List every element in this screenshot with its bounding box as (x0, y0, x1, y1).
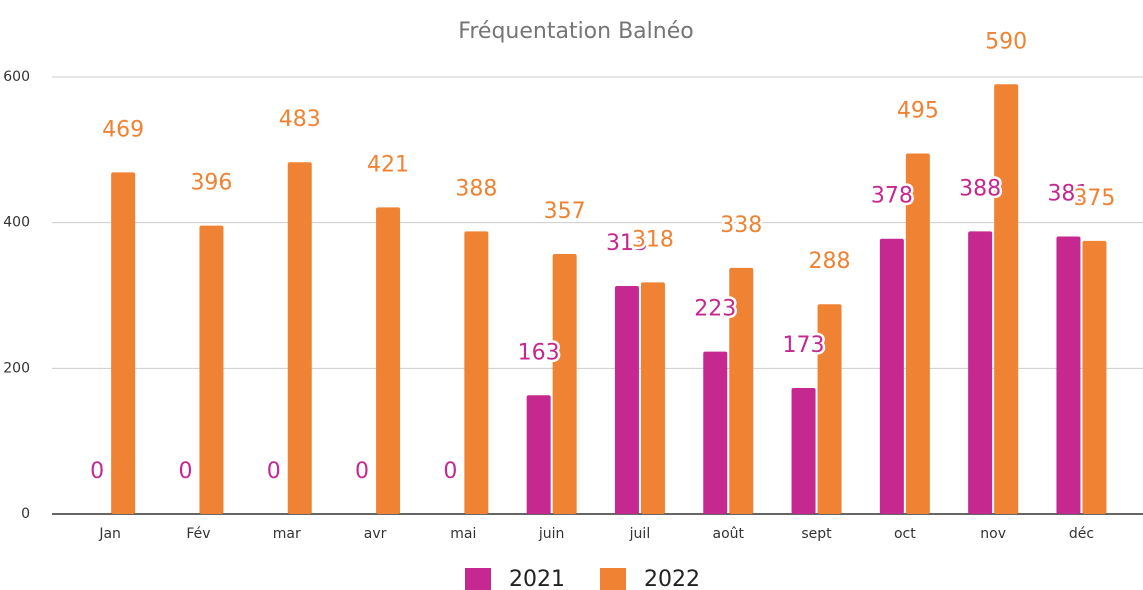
data-label: 0 (355, 459, 369, 484)
x-tick-label: août (712, 526, 744, 542)
legend-label: 2022 (644, 567, 700, 590)
x-tick-label: Fév (186, 526, 210, 542)
bar (905, 153, 930, 514)
data-label: 0 (443, 459, 457, 484)
data-label: 396 (190, 171, 232, 196)
bar (526, 395, 551, 514)
data-label: 421 (367, 152, 409, 177)
data-label: 381 (1047, 182, 1089, 207)
data-label: 495 (897, 98, 939, 123)
legend-swatch (465, 568, 491, 590)
data-label: 0 (90, 459, 104, 484)
data-label: 338 (720, 213, 762, 238)
x-tick-label: juil (629, 526, 651, 542)
y-tick-label: 600 (3, 69, 30, 85)
data-label: 288 (809, 249, 851, 274)
data-label: 313 (606, 231, 648, 256)
x-tick-label: mai (450, 526, 476, 542)
x-tick-label: avr (364, 526, 387, 542)
x-tick-label: déc (1069, 526, 1094, 542)
bar (287, 162, 312, 514)
bar (464, 231, 489, 514)
legend-label: 2021 (509, 567, 565, 590)
data-label: 223 (694, 297, 736, 322)
data-label: 378 (871, 184, 913, 209)
y-tick-label: 400 (3, 215, 30, 231)
data-label: 388 (959, 176, 1001, 201)
bar (1056, 236, 1081, 514)
data-label: 0 (178, 459, 192, 484)
x-tick-label: juin (538, 526, 565, 542)
x-tick-label: sept (801, 526, 832, 542)
y-tick-label: 200 (3, 360, 30, 376)
y-tick-label: 0 (21, 506, 30, 522)
bar (994, 84, 1019, 515)
data-label: 590 (985, 29, 1027, 54)
data-label: 173 (783, 333, 825, 358)
bar (111, 172, 136, 514)
x-tick-label: mar (273, 526, 301, 542)
data-label: 357 (544, 199, 586, 224)
bar (729, 267, 754, 514)
legend-swatch (600, 568, 626, 590)
data-label: 375 (1073, 186, 1115, 211)
x-tick-label: nov (980, 526, 1006, 542)
x-tick-label: oct (894, 526, 916, 542)
data-label: 469 (102, 117, 144, 142)
data-label: 483 (279, 107, 321, 132)
data-label: 388 (455, 176, 497, 201)
data-label: 163 (518, 340, 560, 365)
data-label: 0 (267, 459, 281, 484)
x-tick-label: Jan (98, 526, 121, 542)
bar (640, 282, 665, 514)
bar (703, 351, 728, 514)
bar (879, 238, 904, 514)
bar (552, 253, 577, 515)
data-label: 318 (632, 227, 674, 252)
bar (968, 231, 993, 514)
bar (199, 225, 224, 514)
chart-title: Fréquentation Balnéo (458, 19, 693, 44)
bar (1082, 240, 1107, 514)
bar (614, 286, 639, 514)
bar (791, 387, 816, 514)
bar (376, 207, 401, 514)
bar (817, 304, 842, 514)
